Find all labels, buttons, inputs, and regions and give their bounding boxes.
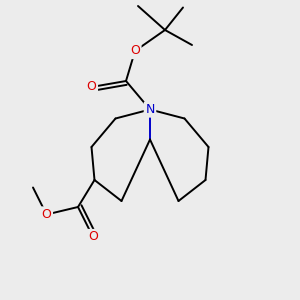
Text: O: O	[88, 230, 98, 244]
Text: O: O	[130, 44, 140, 58]
Text: O: O	[87, 80, 96, 94]
Text: N: N	[145, 103, 155, 116]
Text: O: O	[42, 208, 51, 221]
